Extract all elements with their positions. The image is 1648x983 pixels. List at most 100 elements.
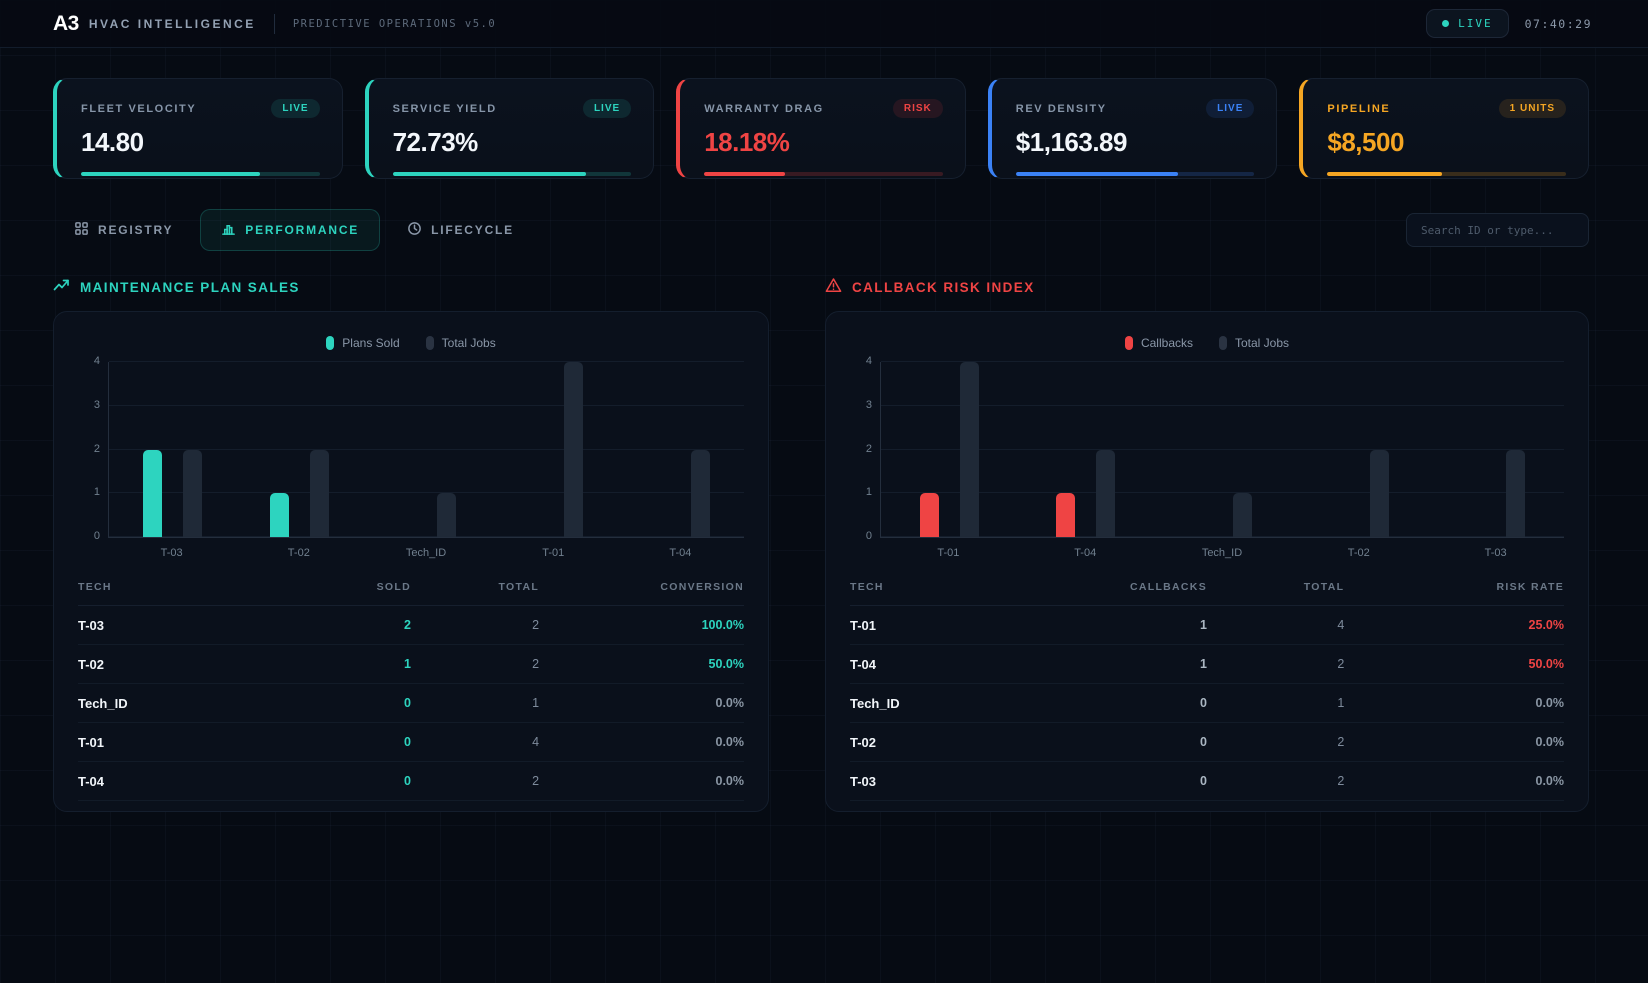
total-cell: 1 bbox=[1337, 696, 1345, 710]
gridline: 1 bbox=[866, 486, 1564, 498]
callback-risk-index-section: CALLBACK RISK INDEX Callbacks Total Jobs… bbox=[825, 277, 1589, 812]
column-header: TOTAL bbox=[498, 581, 540, 593]
legend-item: Total Jobs bbox=[425, 336, 496, 350]
x-axis-label: T-04 bbox=[1074, 547, 1097, 559]
kpi-progress-track bbox=[392, 172, 632, 176]
kpi-value: $1,163.89 bbox=[1015, 127, 1128, 157]
gridline: 1 bbox=[94, 486, 744, 498]
kpi-card: REV DENSITY LIVE $1,163.89 bbox=[987, 78, 1278, 179]
rate-cell: 0.0% bbox=[715, 696, 745, 710]
y-axis-tick: 2 bbox=[865, 442, 872, 455]
legend-item: Plans Sold bbox=[326, 336, 400, 350]
bar-total-jobs bbox=[310, 449, 329, 537]
gridline: 3 bbox=[94, 399, 744, 411]
value-cell: 1 bbox=[1200, 618, 1207, 632]
bar-total-jobs bbox=[564, 362, 583, 537]
total-cell: 1 bbox=[532, 696, 540, 710]
y-axis-tick: 4 bbox=[93, 355, 100, 367]
kpi-progress-track bbox=[1015, 172, 1255, 176]
x-axis-label: T-02 bbox=[287, 547, 310, 559]
tech-cell: T-01 bbox=[850, 617, 877, 633]
total-cell: 2 bbox=[1337, 774, 1345, 788]
tab-performance[interactable]: PERFORMANCE bbox=[200, 209, 381, 251]
column-header: RISK RATE bbox=[1496, 581, 1564, 593]
legend-label: Callbacks bbox=[1140, 336, 1193, 350]
table-header: TECH CALLBACKS TOTAL RISK RATE bbox=[850, 571, 1564, 606]
tech-cell: T-02 bbox=[850, 734, 877, 750]
legend-marker-secondary bbox=[1219, 336, 1227, 350]
x-axis-label: T-04 bbox=[669, 547, 692, 559]
table-row: Tech_ID 0 1 0.0% bbox=[850, 684, 1564, 723]
kpi-label: SERVICE YIELD bbox=[392, 102, 497, 115]
app-subtitle: PREDICTIVE OPERATIONS v5.0 bbox=[292, 17, 497, 30]
search-input[interactable] bbox=[1406, 213, 1589, 247]
table-row: T-01 1 4 25.0% bbox=[850, 606, 1564, 645]
app-logo: A3 bbox=[53, 11, 79, 35]
bar-group bbox=[1154, 362, 1291, 537]
value-cell: 0 bbox=[1200, 735, 1207, 749]
y-axis-tick: 0 bbox=[865, 530, 872, 542]
value-cell: 0 bbox=[404, 774, 411, 788]
rate-cell: 0.0% bbox=[715, 774, 745, 788]
table-row: T-04 0 2 0.0% bbox=[78, 762, 744, 801]
rate-cell: 50.0% bbox=[708, 657, 744, 671]
total-cell: 2 bbox=[532, 618, 540, 632]
value-cell: 1 bbox=[1200, 657, 1207, 671]
column-header: CALLBACKS bbox=[1129, 581, 1207, 593]
kpi-badge: LIVE bbox=[1206, 99, 1255, 118]
tech-cell: T-02 bbox=[78, 656, 105, 672]
chart-panel: Plans Sold Total Jobs 4 3 2 1 0 T-03 T-02 Tech… bbox=[53, 311, 769, 812]
section-title: MAINTENANCE PLAN SALES bbox=[53, 277, 769, 297]
tab-lifecycle[interactable]: LIFECYCLE bbox=[386, 209, 535, 251]
top-bar: A3 HVAC INTELLIGENCE PREDICTIVE OPERATIO… bbox=[0, 0, 1648, 48]
live-status-label: LIVE bbox=[1458, 17, 1493, 30]
y-axis-tick: 0 bbox=[93, 530, 100, 542]
value-cell: 0 bbox=[1200, 774, 1207, 788]
total-cell: 2 bbox=[532, 774, 540, 788]
x-axis-label: T-03 bbox=[1484, 547, 1507, 559]
tech-cell: T-04 bbox=[78, 773, 105, 789]
x-axis-labels: T-03 T-02 Tech_ID T-01 T-04 bbox=[108, 547, 744, 559]
value-cell: 0 bbox=[404, 735, 411, 749]
column-header: TOTAL bbox=[1303, 581, 1345, 593]
kpi-label: PIPELINE bbox=[1327, 102, 1391, 115]
kpi-value: 18.18% bbox=[704, 127, 790, 157]
gridline: 4 bbox=[866, 355, 1564, 367]
tab-registry[interactable]: REGISTRY bbox=[53, 209, 194, 251]
kpi-progress-track bbox=[1327, 172, 1566, 176]
tech-cell: Tech_ID bbox=[850, 695, 900, 711]
kpi-label: REV DENSITY bbox=[1015, 102, 1107, 115]
column-header: CONVERSION bbox=[660, 581, 744, 593]
table-row: T-03 2 2 100.0% bbox=[78, 606, 744, 645]
legend-item: Callbacks bbox=[1124, 336, 1193, 350]
table-row: T-04 1 2 50.0% bbox=[850, 645, 1564, 684]
kpi-card: WARRANTY DRAG RISK 18.18% bbox=[676, 78, 966, 179]
tech-cell: Tech_ID bbox=[78, 695, 128, 711]
rate-cell: 0.0% bbox=[715, 735, 745, 749]
section-title-text: CALLBACK RISK INDEX bbox=[852, 279, 1035, 295]
kpi-badge: 1 UNITS bbox=[1498, 99, 1566, 118]
total-cell: 2 bbox=[1337, 657, 1345, 671]
chart-plot: 4 3 2 1 0 bbox=[866, 355, 1564, 542]
y-axis-tick: 2 bbox=[93, 442, 100, 455]
bar-group bbox=[490, 362, 617, 537]
bar-chart-icon bbox=[221, 221, 236, 239]
rate-cell: 100.0% bbox=[701, 618, 744, 632]
rate-cell: 0.0% bbox=[1535, 735, 1565, 749]
legend-item: Total Jobs bbox=[1219, 336, 1289, 350]
tech-table: TECH CALLBACKS TOTAL RISK RATE T-01 1 4 25.… bbox=[850, 571, 1564, 801]
rate-cell: 25.0% bbox=[1528, 618, 1564, 632]
total-cell: 2 bbox=[532, 657, 540, 671]
bar-callbacks bbox=[1056, 493, 1076, 537]
bar-group bbox=[617, 362, 744, 537]
section-title-text: MAINTENANCE PLAN SALES bbox=[80, 279, 300, 295]
table-row: Tech_ID 0 1 0.0% bbox=[78, 684, 744, 723]
x-axis-label: Tech_ID bbox=[1201, 547, 1243, 559]
table-row: T-01 0 4 0.0% bbox=[78, 723, 744, 762]
chart-legend: Plans Sold Total Jobs bbox=[78, 336, 744, 350]
kpi-progress-fill bbox=[1327, 172, 1442, 176]
rate-cell: 0.0% bbox=[1535, 696, 1565, 710]
tab-label: PERFORMANCE bbox=[245, 223, 360, 237]
live-status-badge: LIVE bbox=[1426, 9, 1509, 38]
grid-icon bbox=[74, 221, 89, 239]
